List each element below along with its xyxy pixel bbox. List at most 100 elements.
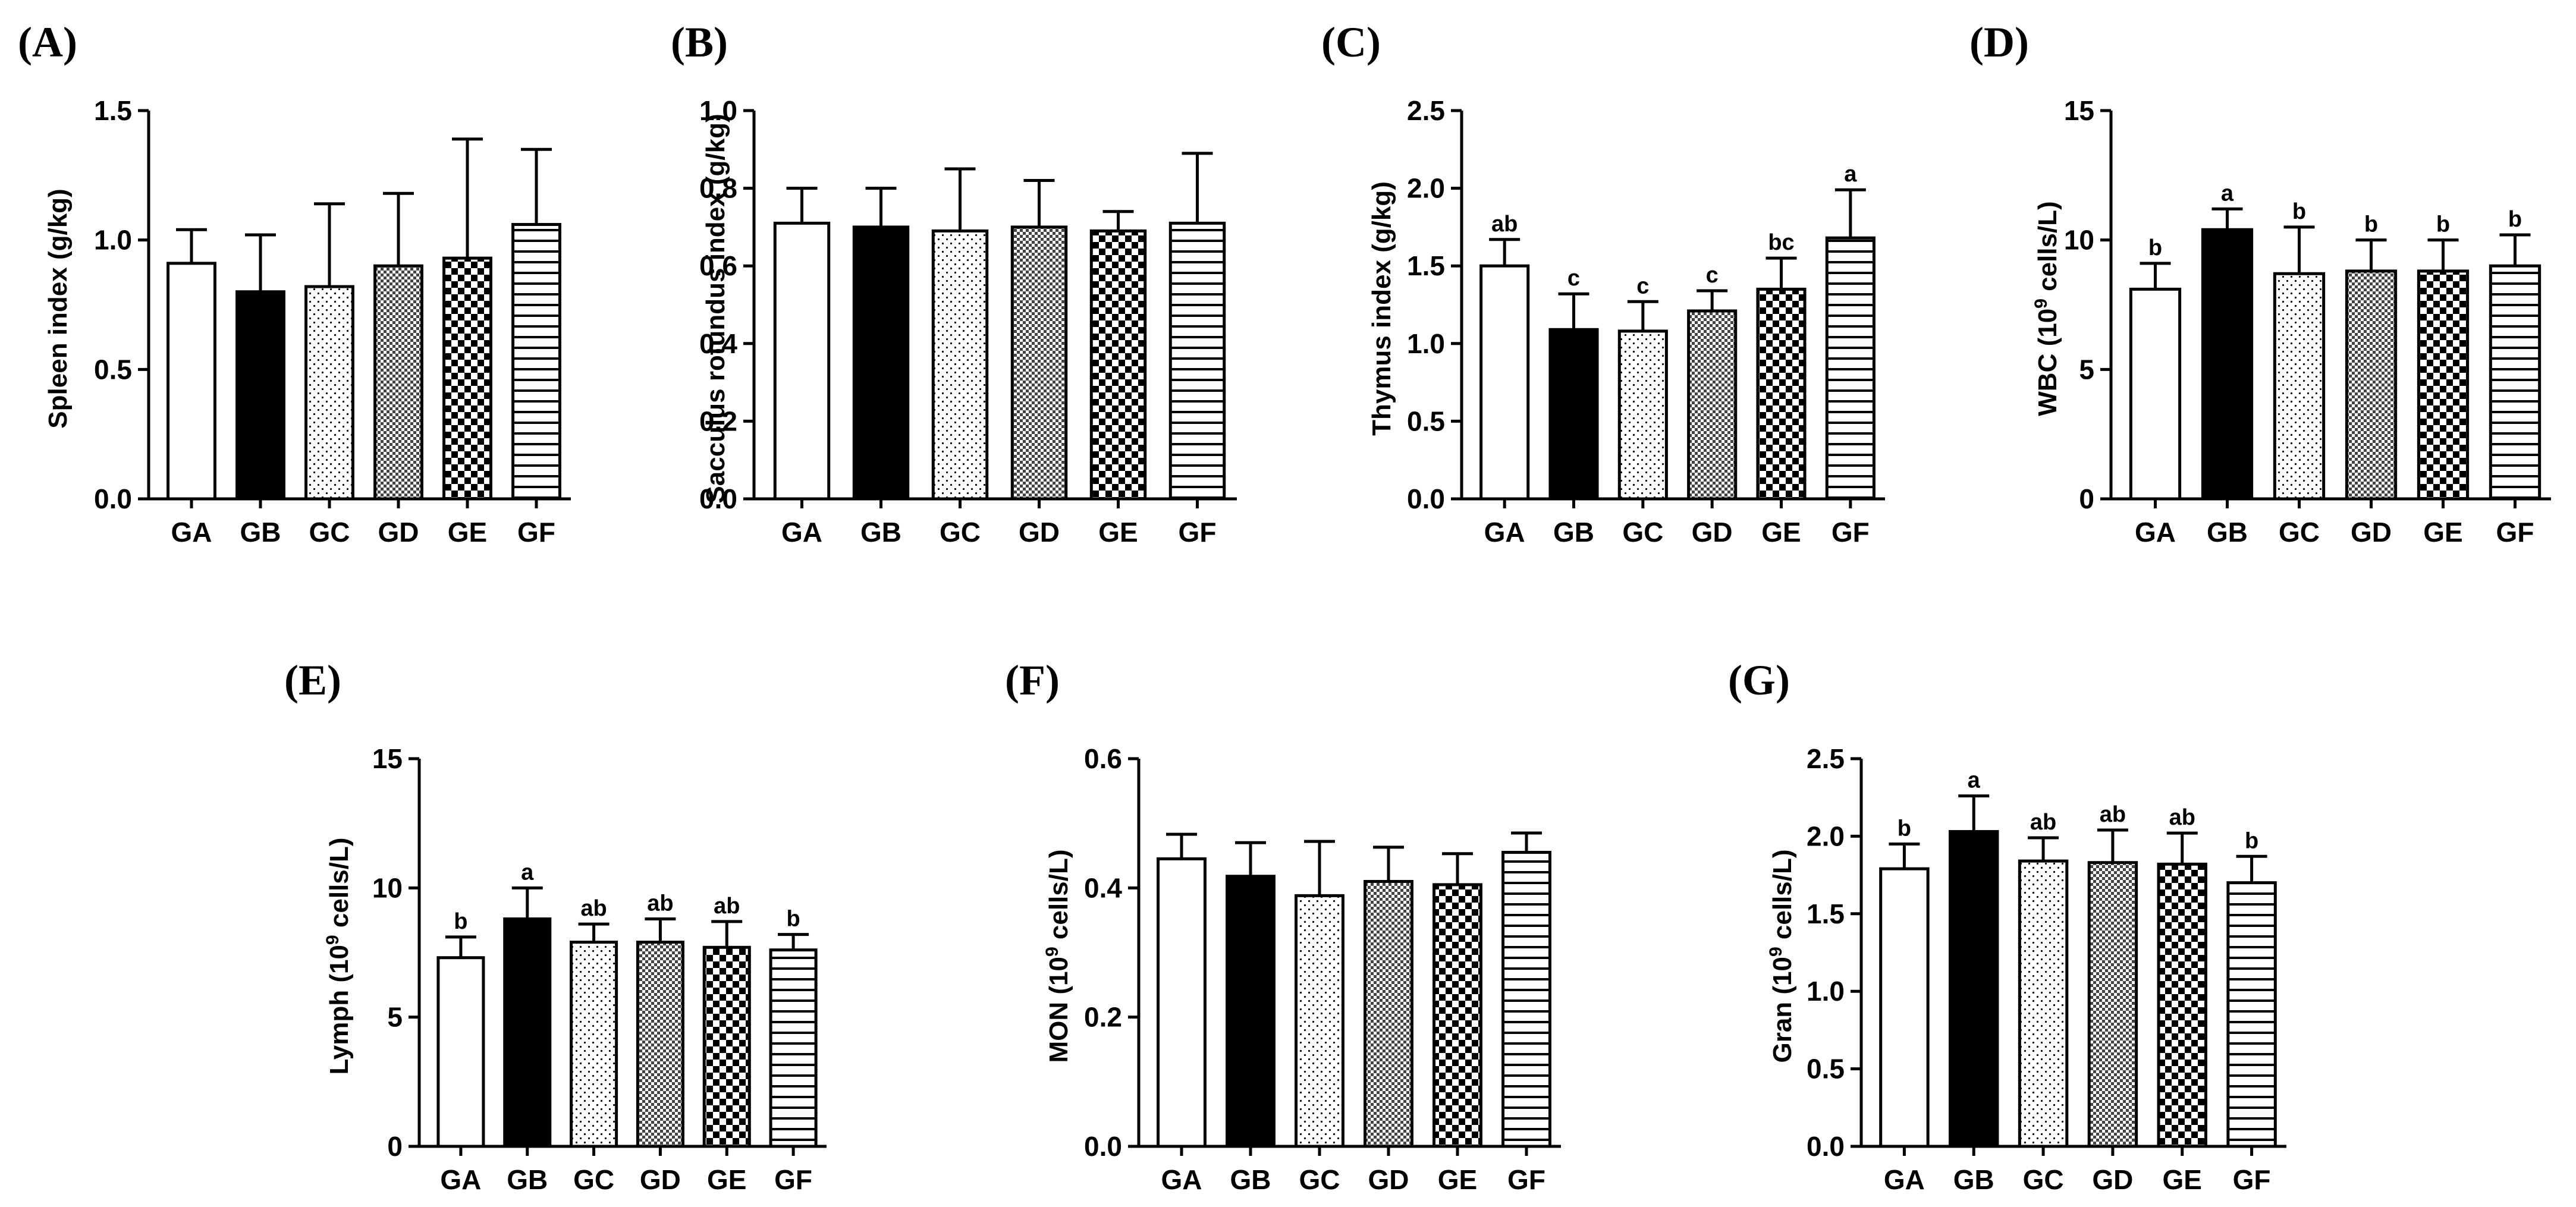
bar-ga: [167, 262, 216, 501]
significance-label: a: [521, 860, 534, 885]
significance-label: a: [1968, 768, 1981, 793]
y-tick-label: 0.5: [1407, 406, 1445, 436]
significance-label: ab: [714, 894, 740, 919]
bar-gd: [1010, 225, 1068, 501]
x-tick-label: GF: [2496, 517, 2534, 548]
y-tick-label: 15: [2064, 95, 2094, 126]
panel-g: (G) Gran (109 cells/L) 0.0 0.5 1.0 1.5 2.0 2.…: [1728, 656, 2286, 1195]
y-tick-label: 0.6: [1084, 743, 1122, 774]
x-tick-label: GF: [1179, 517, 1217, 548]
significance-label: c: [1567, 266, 1580, 291]
x-tick-label: GF: [2233, 1164, 2271, 1195]
bar-gc: [2018, 859, 2069, 1148]
y-axis-label-main: Lymph (10: [325, 945, 354, 1074]
y-axis-label-main: WBC (10: [2033, 309, 2062, 416]
y-axis-label: Spleen index (g/kg): [43, 188, 73, 428]
x-tick-label: GD: [1692, 517, 1733, 548]
y-axis-label-tail: cells/L): [325, 838, 354, 935]
significance-label: b: [2508, 207, 2522, 232]
bar-gd: [2345, 269, 2398, 501]
x-tick-label: GD: [1368, 1164, 1409, 1195]
y-axis-label-tail: cells/L): [1044, 849, 1073, 947]
bar-ga: [436, 956, 485, 1148]
y-tick-label: 0: [387, 1131, 403, 1162]
bar-ge: [2417, 269, 2470, 501]
bar-ga: [1879, 867, 1930, 1148]
bar-gf: [1168, 221, 1226, 501]
y-tick-label: 2.0: [1807, 821, 1845, 851]
y-tick-label: 5: [387, 1002, 403, 1033]
bar-ga: [773, 221, 831, 501]
y-axis-label-superscript: 9: [2031, 298, 2051, 309]
x-tick-label: GE: [1098, 517, 1138, 548]
y-axis-label: Gran (109 cells/L): [1766, 849, 1797, 1063]
bar-gb: [2201, 228, 2254, 501]
panel-label: (F): [1005, 656, 1060, 704]
y-axis-label-superscript: 9: [1042, 947, 1062, 957]
significance-label: a: [1844, 162, 1857, 187]
bar-gf: [2489, 264, 2542, 501]
x-tick-label: GE: [2423, 517, 2462, 548]
x-tick-label: GC: [940, 517, 981, 548]
bar-gf: [1501, 851, 1551, 1148]
bar-gc: [1295, 894, 1344, 1148]
bar-gc: [2273, 272, 2326, 501]
x-tick-label: GD: [1019, 517, 1060, 548]
panel-label: (D): [1969, 18, 2029, 66]
significance-label: b: [2148, 235, 2162, 260]
y-axis-label: Lymph (109 cells/L): [323, 838, 354, 1075]
y-tick-label: 0: [2079, 483, 2094, 514]
bar-ga: [2129, 287, 2182, 501]
x-tick-label: GC: [309, 517, 350, 548]
y-tick-label: 1.0: [1407, 328, 1445, 359]
x-tick-label: GF: [1507, 1164, 1545, 1195]
significance-label: ab: [580, 896, 607, 921]
significance-label: b: [786, 907, 800, 932]
panel-label: (A): [18, 18, 77, 66]
y-tick-label: 1.5: [1407, 250, 1445, 281]
significance-label: c: [1706, 263, 1719, 288]
significance-label: b: [2364, 212, 2378, 237]
y-tick-label: 5: [2079, 354, 2094, 385]
panel-label: (C): [1321, 18, 1381, 66]
panel-label: (G): [1728, 656, 1790, 704]
panel-b: (B) Sacculus rotundus index (g/kg) 0.0 0.…: [671, 18, 1237, 548]
bar-gc: [931, 229, 989, 501]
bar-gd: [636, 941, 684, 1148]
y-axis-label: Thymus index (g/kg): [1367, 181, 1396, 436]
x-tick-label: GE: [448, 517, 487, 548]
y-axis-label-superscript: 9: [323, 935, 343, 945]
bar-ge: [702, 945, 751, 1148]
x-tick-label: GA: [1161, 1164, 1202, 1195]
bar-ge: [1089, 229, 1147, 501]
bar-ge: [1432, 883, 1482, 1148]
x-tick-label: GD: [2351, 517, 2392, 548]
bar-gd: [1364, 879, 1413, 1148]
significance-label: b: [2436, 212, 2450, 237]
significance-label: ab: [1491, 212, 1518, 237]
x-tick-label: GB: [2207, 517, 2248, 548]
y-tick-label: 10: [372, 872, 403, 903]
bar-gb: [235, 290, 285, 501]
y-tick-label: 0.8: [699, 173, 737, 204]
panel-f: (F) MON (109 cells/L) 0.0 0.2 0.4 0.6 GA GB GC…: [1005, 656, 1561, 1195]
x-tick-label: GB: [240, 517, 281, 548]
x-tick-label: GC: [1622, 517, 1663, 548]
x-tick-label: GA: [171, 517, 212, 548]
bar-ge: [1756, 287, 1807, 501]
x-tick-label: GB: [1953, 1164, 1994, 1195]
y-tick-label: 2.5: [1407, 95, 1445, 126]
y-tick-label: 0.5: [94, 354, 132, 385]
y-tick-label: 1.0: [1807, 976, 1845, 1007]
x-tick-label: GF: [774, 1164, 812, 1195]
y-tick-label: 0.0: [699, 483, 737, 514]
significance-label: b: [454, 909, 467, 934]
x-tick-label: GE: [1761, 517, 1801, 548]
bar-gb: [503, 917, 552, 1148]
significance-label: ab: [2030, 810, 2056, 835]
y-axis-label: Sacculus rotundus index (g/kg): [701, 114, 730, 503]
bar-gf: [769, 948, 818, 1148]
x-tick-label: GC: [1299, 1164, 1340, 1195]
x-tick-label: GA: [781, 517, 822, 548]
